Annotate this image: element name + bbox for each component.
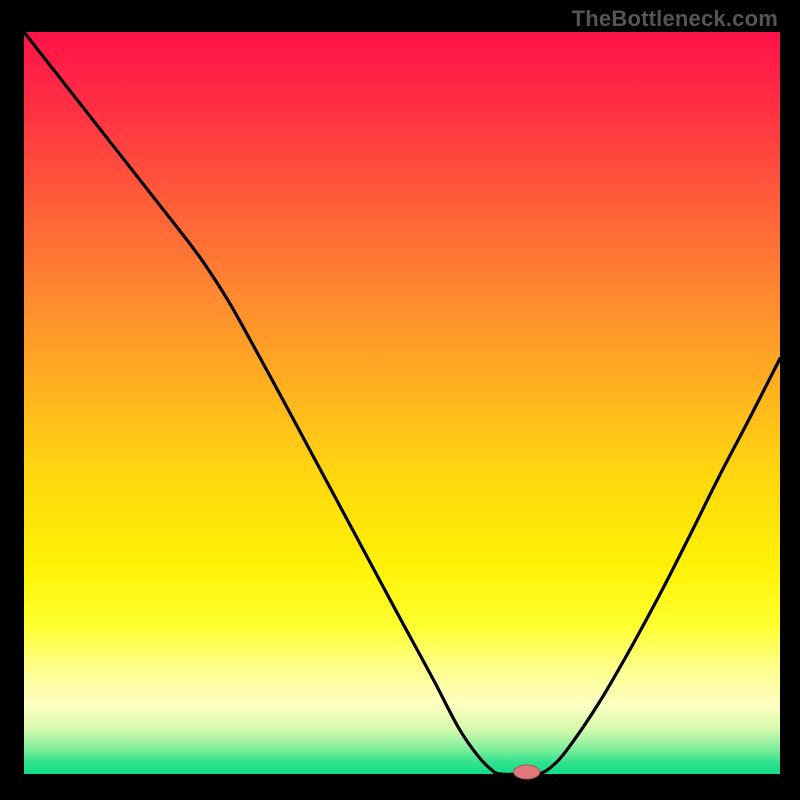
bottleneck-chart-svg xyxy=(0,0,800,800)
selected-config-marker xyxy=(514,765,540,779)
chart-plot-area xyxy=(0,0,800,800)
chart-gradient-background xyxy=(24,32,780,774)
watermark-text: TheBottleneck.com xyxy=(572,6,778,32)
